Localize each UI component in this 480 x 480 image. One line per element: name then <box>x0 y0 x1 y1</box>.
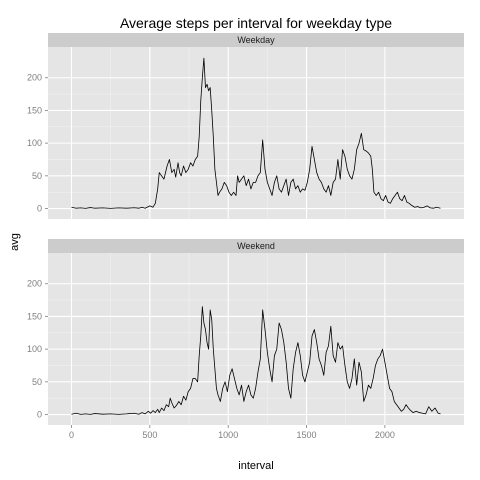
y-tick-label: 200 <box>27 279 42 289</box>
strip-label-weekend: Weekend <box>237 241 275 251</box>
strip-label-weekday: Weekday <box>237 35 275 45</box>
y-tick-label: 100 <box>27 138 42 148</box>
x-tick-label: 1500 <box>297 430 317 440</box>
panel-background-weekend <box>48 253 464 425</box>
series-line-weekday <box>71 57 441 209</box>
y-tick-label: 200 <box>27 73 42 83</box>
x-tick-label: 0 <box>69 430 74 440</box>
x-tick-label: 1000 <box>218 430 238 440</box>
y-tick-label: 50 <box>32 377 42 387</box>
x-tick-label: 2000 <box>375 430 395 440</box>
y-tick-label: 0 <box>37 410 42 420</box>
y-tick-label: 150 <box>27 105 42 115</box>
strip-weekday <box>48 33 464 47</box>
chart-title: Average steps per interval for weekday t… <box>120 15 392 31</box>
series-line-weekend <box>71 306 441 415</box>
x-tick-label: 500 <box>142 430 157 440</box>
panel-background-weekday <box>48 47 464 219</box>
y-tick-label: 150 <box>27 311 42 321</box>
x-axis-title: interval <box>238 460 273 472</box>
strip-weekend <box>48 239 464 253</box>
y-tick-label: 50 <box>32 171 42 181</box>
y-tick-label: 0 <box>37 204 42 214</box>
y-axis-title: avg <box>9 233 21 251</box>
y-tick-label: 100 <box>27 344 42 354</box>
panel-weekday: Weekday 0 50 100 150 200 <box>27 33 464 219</box>
